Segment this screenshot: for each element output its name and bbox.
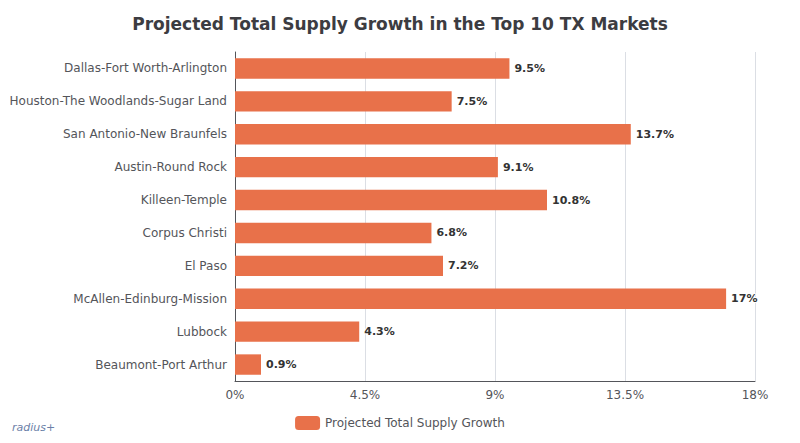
svg-text:9.5%: 9.5% — [514, 62, 545, 75]
svg-text:Lubbock: Lubbock — [177, 325, 227, 339]
svg-text:0.9%: 0.9% — [266, 358, 297, 371]
svg-text:San Antonio-New Braunfels: San Antonio-New Braunfels — [63, 127, 227, 141]
svg-text:0%: 0% — [225, 388, 244, 402]
svg-text:Austin-Round Rock: Austin-Round Rock — [114, 160, 227, 174]
svg-text:10.8%: 10.8% — [552, 194, 590, 207]
svg-text:17%: 17% — [731, 292, 757, 305]
svg-text:13.7%: 13.7% — [636, 128, 674, 141]
svg-text:El Paso: El Paso — [185, 259, 227, 273]
svg-text:Dallas-Fort Worth-Arlington: Dallas-Fort Worth-Arlington — [64, 61, 227, 75]
svg-text:18%: 18% — [742, 388, 769, 402]
svg-text:McAllen-Edinburg-Mission: McAllen-Edinburg-Mission — [73, 292, 227, 306]
svg-text:Killeen-Temple: Killeen-Temple — [141, 193, 227, 207]
svg-text:Houston-The Woodlands-Sugar La: Houston-The Woodlands-Sugar Land — [10, 94, 227, 108]
svg-text:9%: 9% — [485, 388, 504, 402]
svg-text:6.8%: 6.8% — [436, 226, 467, 239]
svg-text:7.5%: 7.5% — [457, 95, 488, 108]
svg-text:Beaumont-Port Arthur: Beaumont-Port Arthur — [95, 358, 227, 372]
svg-text:Corpus Christi: Corpus Christi — [143, 226, 228, 240]
svg-text:Projected Total Supply Growth: Projected Total Supply Growth in the Top… — [132, 14, 668, 34]
svg-text:4.3%: 4.3% — [364, 325, 395, 338]
svg-text:9.1%: 9.1% — [503, 161, 534, 174]
svg-text:13.5%: 13.5% — [606, 388, 644, 402]
svg-text:Projected Total Supply Growth: Projected Total Supply Growth — [325, 416, 505, 430]
svg-text:radius+: radius+ — [12, 421, 55, 434]
svg-text:4.5%: 4.5% — [350, 388, 381, 402]
svg-text:7.2%: 7.2% — [448, 259, 479, 272]
